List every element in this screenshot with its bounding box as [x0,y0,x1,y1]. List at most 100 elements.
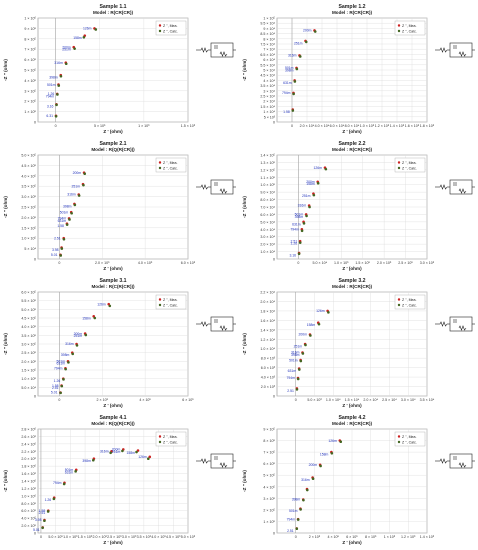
data-point-calculated [298,368,301,371]
chart-subtitle: Model : R(CR(CR)) [332,147,373,152]
frequency-annotation: 794m [54,366,63,370]
y-tick-label: 2.0 × 10⁵ [21,216,36,220]
data-point-calculated [339,440,343,444]
x-tick-label: 3.5 × 10⁴ [420,398,435,402]
data-point-calculated [302,222,306,225]
y-tick-label: 5 × 10⁵ [263,474,275,478]
frequency-annotation: 501m [289,509,298,513]
data-point-calculated [57,84,61,87]
data-point-calculated [43,519,46,523]
chart-title: Sample 2.2 [338,141,365,147]
y-tick-label: 4 × 10⁵ [24,79,36,83]
y-tick-label: 0 [34,258,36,262]
legend [155,157,187,173]
chart-subtitle: Model : R(Q(R(CR))) [91,421,135,426]
frequency-annotation: 2.51 [52,386,59,390]
x-tick-label: 4.0 × 10⁴ [315,124,330,128]
y-axis-label: -Z '' (ohm) [3,470,8,492]
equivalent-circuit-icon [196,453,236,469]
chart-title: Sample 3.2 [338,278,365,284]
data-point-calculated [55,103,58,107]
x-tick-label: 1 × 10⁶ [138,124,150,128]
data-point-calculated [297,252,301,256]
y-tick-label: 7 × 10⁵ [263,451,275,455]
frequency-annotation: 1.58 [39,509,46,513]
frequency-annotation: 794m [287,376,296,380]
frequency-annotation: 1.26 [54,379,61,383]
y-tick-label: 4.5 × 10⁵ [21,164,36,168]
data-point-calculated [121,449,124,453]
y-axis-label: -Z '' (ohm) [242,470,247,492]
data-point-calculated [308,205,311,209]
equivalent-circuit-icon [435,42,475,58]
y-tick-label: 3 × 10⁵ [24,89,36,93]
legend-label: Z '', Calc. [402,166,417,170]
equivalent-circuit-icon [435,453,475,469]
legend-marker [397,298,401,301]
equivalent-circuit-icon [196,179,236,195]
data-point-calculated [319,464,322,468]
legend-label: Z '', Calc. [163,29,178,33]
data-point-calculated [311,477,315,480]
y-tick-label: 9.0 × 10⁴ [260,191,275,195]
frequency-annotation: 158m [82,317,91,321]
data-point-calculated [293,80,297,83]
frequency-annotation: 158m [307,323,316,327]
frequency-annotation: 316m [291,351,300,355]
x-tick-label: 4 × 10⁵ [139,398,151,402]
data-point-calculated [52,497,56,501]
data-point-calculated [59,254,63,257]
frequency-annotation: 398m [295,215,304,219]
equivalent-circuit-icon [435,316,475,332]
legend-marker [158,298,162,301]
y-tick-label: 2.5 × 10⁴ [260,95,275,99]
legend-marker [158,29,162,33]
x-tick-label: 2.0 × 10⁶ [92,535,107,539]
legend-label: Z '', Mea. [163,24,178,28]
data-point-calculated [300,229,304,233]
frequency-annotation: 398m [49,76,58,80]
x-tick-label: 1.5 × 10⁶ [181,124,196,128]
y-tick-label: 9 × 10⁵ [263,428,275,432]
y-tick-label: 3.5 × 10⁴ [260,84,275,88]
legend-marker [397,24,401,27]
frequency-annotation: 316m [65,342,74,346]
y-tick-label: 1.6 × 10⁴ [260,319,275,323]
x-tick-label: 1.0 × 10⁵ [334,261,349,265]
legend-label: Z '', Mea. [402,298,417,302]
legend-label: Z '', Calc. [163,303,178,307]
y-tick-label: 0 [273,258,275,262]
data-point-calculated [64,62,68,66]
y-tick-label: 0 [273,532,275,536]
legend-marker [158,440,162,444]
y-tick-label: 7.5 × 10⁴ [260,43,275,47]
y-tick-label: 1.2 × 10⁴ [260,338,275,342]
data-point-calculated [93,316,97,320]
data-point-calculated [305,488,309,492]
data-point-calculated [65,223,69,226]
data-point-calculated [295,527,299,531]
y-tick-label: 2.2 × 10⁶ [21,450,36,454]
y-tick-label: 4.0 × 10⁵ [21,174,36,178]
x-tick-label: 3.0 × 10⁶ [122,535,137,539]
data-point-calculated [316,181,320,185]
data-point-calculated [317,322,321,326]
frequency-annotation: 5.01 [33,528,40,532]
y-tick-label: 1.5 × 10⁵ [21,226,36,230]
y-tick-label: 1.0 × 10⁵ [21,377,36,381]
y-tick-label: 3.5 × 10⁵ [21,185,36,189]
frequency-annotation: 501m [57,360,66,364]
x-tick-label: 2.0 × 10⁴ [300,124,315,128]
data-point-calculated [83,172,87,176]
legend-marker [397,440,401,444]
frequency-annotation: 251m [72,185,81,189]
x-tick-label: 0 [58,398,60,402]
y-tick-label: 2.0 × 10⁴ [260,300,275,304]
data-point-calculated [108,304,112,308]
frequency-annotation: 631m [288,369,297,373]
frequency-annotation: 5.01 [51,391,58,395]
frequency-annotation: 2.51 [291,239,298,243]
x-axis-label: Z ' (ohm) [342,403,362,408]
